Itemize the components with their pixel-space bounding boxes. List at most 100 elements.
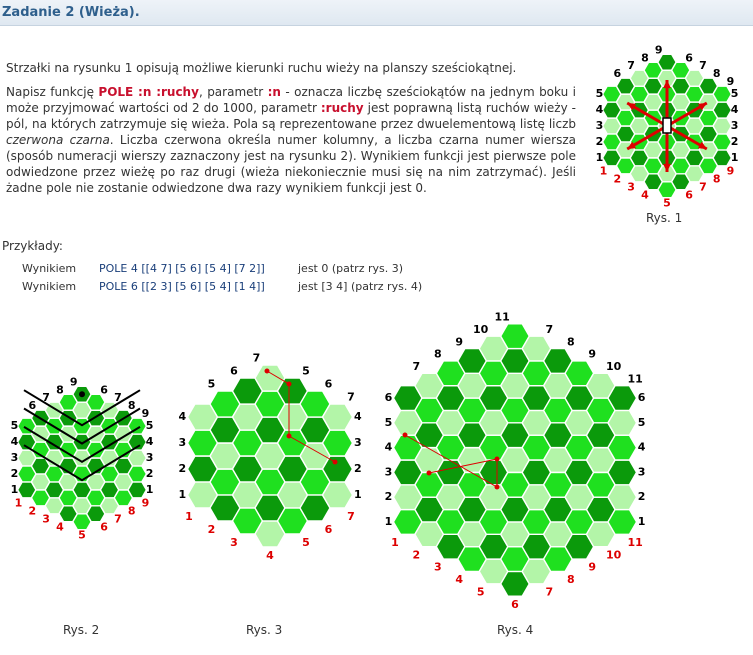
board-number-label: 3	[42, 512, 50, 525]
board-number-label: 1	[11, 483, 19, 496]
text: - oznacza liczbę sześciokątów na jednym …	[6, 85, 576, 115]
board-number-label: 1	[596, 151, 604, 164]
hex-cell	[321, 481, 354, 509]
board-number-label: 4	[638, 441, 646, 454]
text: , parametr	[198, 85, 268, 99]
board-number-label: 3	[146, 451, 154, 464]
board-number-label: 4	[11, 435, 19, 448]
board-number-label: 7	[114, 391, 122, 404]
board-number-label: 8	[128, 399, 136, 412]
board-number-label: 5	[731, 87, 739, 100]
board-number-label: 5	[663, 196, 671, 209]
example-code: POLE 4 [[4 7] [5 6] [5 4] [7 2]]	[99, 262, 265, 275]
board-number-label: 8	[567, 335, 575, 348]
board-number-label: 9	[455, 335, 463, 348]
rys3-caption: Rys. 3	[246, 623, 283, 637]
board-number-label: 1	[731, 151, 739, 164]
param-n: :n	[267, 85, 281, 99]
hex-cell	[607, 384, 638, 412]
rook-icon	[662, 117, 672, 134]
board-number-label: 4	[354, 410, 362, 423]
board-number-label: 6	[28, 399, 36, 412]
board-number-label: 4	[178, 410, 186, 423]
hex-cell	[712, 133, 733, 151]
rys1-caption: Rys. 1	[646, 211, 683, 225]
board-number-label: 4	[596, 103, 604, 116]
board-number-label: 5	[302, 365, 310, 378]
description-paragraph-2: Napisz funkcję POLE :n :ruchy, parametr …	[6, 84, 576, 196]
hex-cell	[607, 434, 638, 461]
board-number-label: 2	[11, 467, 19, 480]
hex-cell	[607, 484, 638, 511]
board-number-label: 2	[146, 467, 154, 480]
board-number-label: 6	[385, 391, 393, 404]
board-number-label: 11	[627, 373, 642, 386]
board-number-label: 3	[596, 119, 604, 132]
arrow-head	[627, 103, 637, 111]
board-number-label: 4	[146, 435, 154, 448]
arrow-head	[627, 141, 637, 149]
board-number-label: 8	[128, 504, 136, 517]
board-number-label: 3	[731, 119, 739, 132]
row-chevron	[23, 407, 141, 445]
board-number-label: 4	[731, 103, 739, 116]
board-number-label: 6	[100, 383, 108, 396]
hex-cell	[712, 85, 733, 103]
examples-heading: Przykłady:	[2, 239, 63, 253]
board-number-label: 3	[11, 451, 19, 464]
board-number-label: 3	[434, 561, 442, 574]
arrow-head	[697, 103, 707, 111]
move-path	[266, 370, 336, 463]
row-chevron	[23, 425, 141, 464]
text: . Liczba czerwona określa numer kolumny,…	[6, 133, 576, 195]
example-code: POLE 6 [[2 3] [5 6] [5 4] [1 4]]	[99, 280, 265, 293]
board-number-label: 9	[655, 43, 663, 56]
board-number-label: 4	[455, 573, 463, 586]
board-number-label: 1	[638, 515, 646, 528]
task-description: Strzałki na rysunku 1 opisują możliwe ki…	[6, 60, 576, 204]
board-number-label: 4	[385, 441, 393, 454]
example-label: Wynikiem	[22, 262, 77, 275]
board-number-label: 6	[638, 391, 646, 404]
board-number-label: 6	[325, 523, 333, 536]
board-number-label: 3	[178, 436, 186, 449]
board-number-label: 9	[727, 164, 735, 177]
marker-dot	[79, 391, 85, 398]
board-number-label: 2	[412, 548, 420, 561]
board-number-label: 3	[230, 536, 238, 549]
board-number-label: 7	[347, 510, 355, 523]
board-number-label: 8	[567, 573, 575, 586]
board-number-label: 5	[302, 536, 310, 549]
example-result: jest [3 4] (patrz rys. 4)	[298, 280, 423, 293]
board-number-label: 2	[613, 172, 621, 185]
board-number-label: 1	[185, 510, 193, 523]
board-number-label: 5	[477, 586, 485, 599]
hex-cell	[712, 117, 733, 135]
board-number-label: 9	[70, 375, 78, 388]
board-number-label: 3	[638, 465, 646, 478]
board-number-label: 2	[385, 490, 393, 503]
board-number-label: 1	[385, 515, 393, 528]
task-title: Zadanie 2 (Wieża).	[0, 0, 753, 26]
board-number-label: 3	[354, 436, 362, 449]
board-number-label: 5	[638, 416, 646, 429]
board-number-label: 2	[178, 462, 186, 475]
board-number-label: 11	[494, 311, 509, 324]
hex-cell	[712, 101, 733, 119]
row-chevron	[23, 389, 141, 427]
board-number-label: 1	[15, 496, 23, 509]
board-number-label: 6	[325, 378, 333, 391]
arrow-head	[697, 141, 707, 149]
board-number-label: 8	[641, 51, 649, 64]
board-number-label: 9	[727, 75, 735, 88]
hex-cell	[321, 455, 354, 483]
board-number-label: 10	[473, 323, 489, 336]
board-number-label: 7	[253, 352, 261, 365]
board-number-label: 8	[713, 172, 721, 185]
emphasis: czerwona czarna	[6, 133, 110, 147]
board-number-label: 7	[699, 59, 707, 72]
board-number-label: 4	[641, 188, 649, 201]
